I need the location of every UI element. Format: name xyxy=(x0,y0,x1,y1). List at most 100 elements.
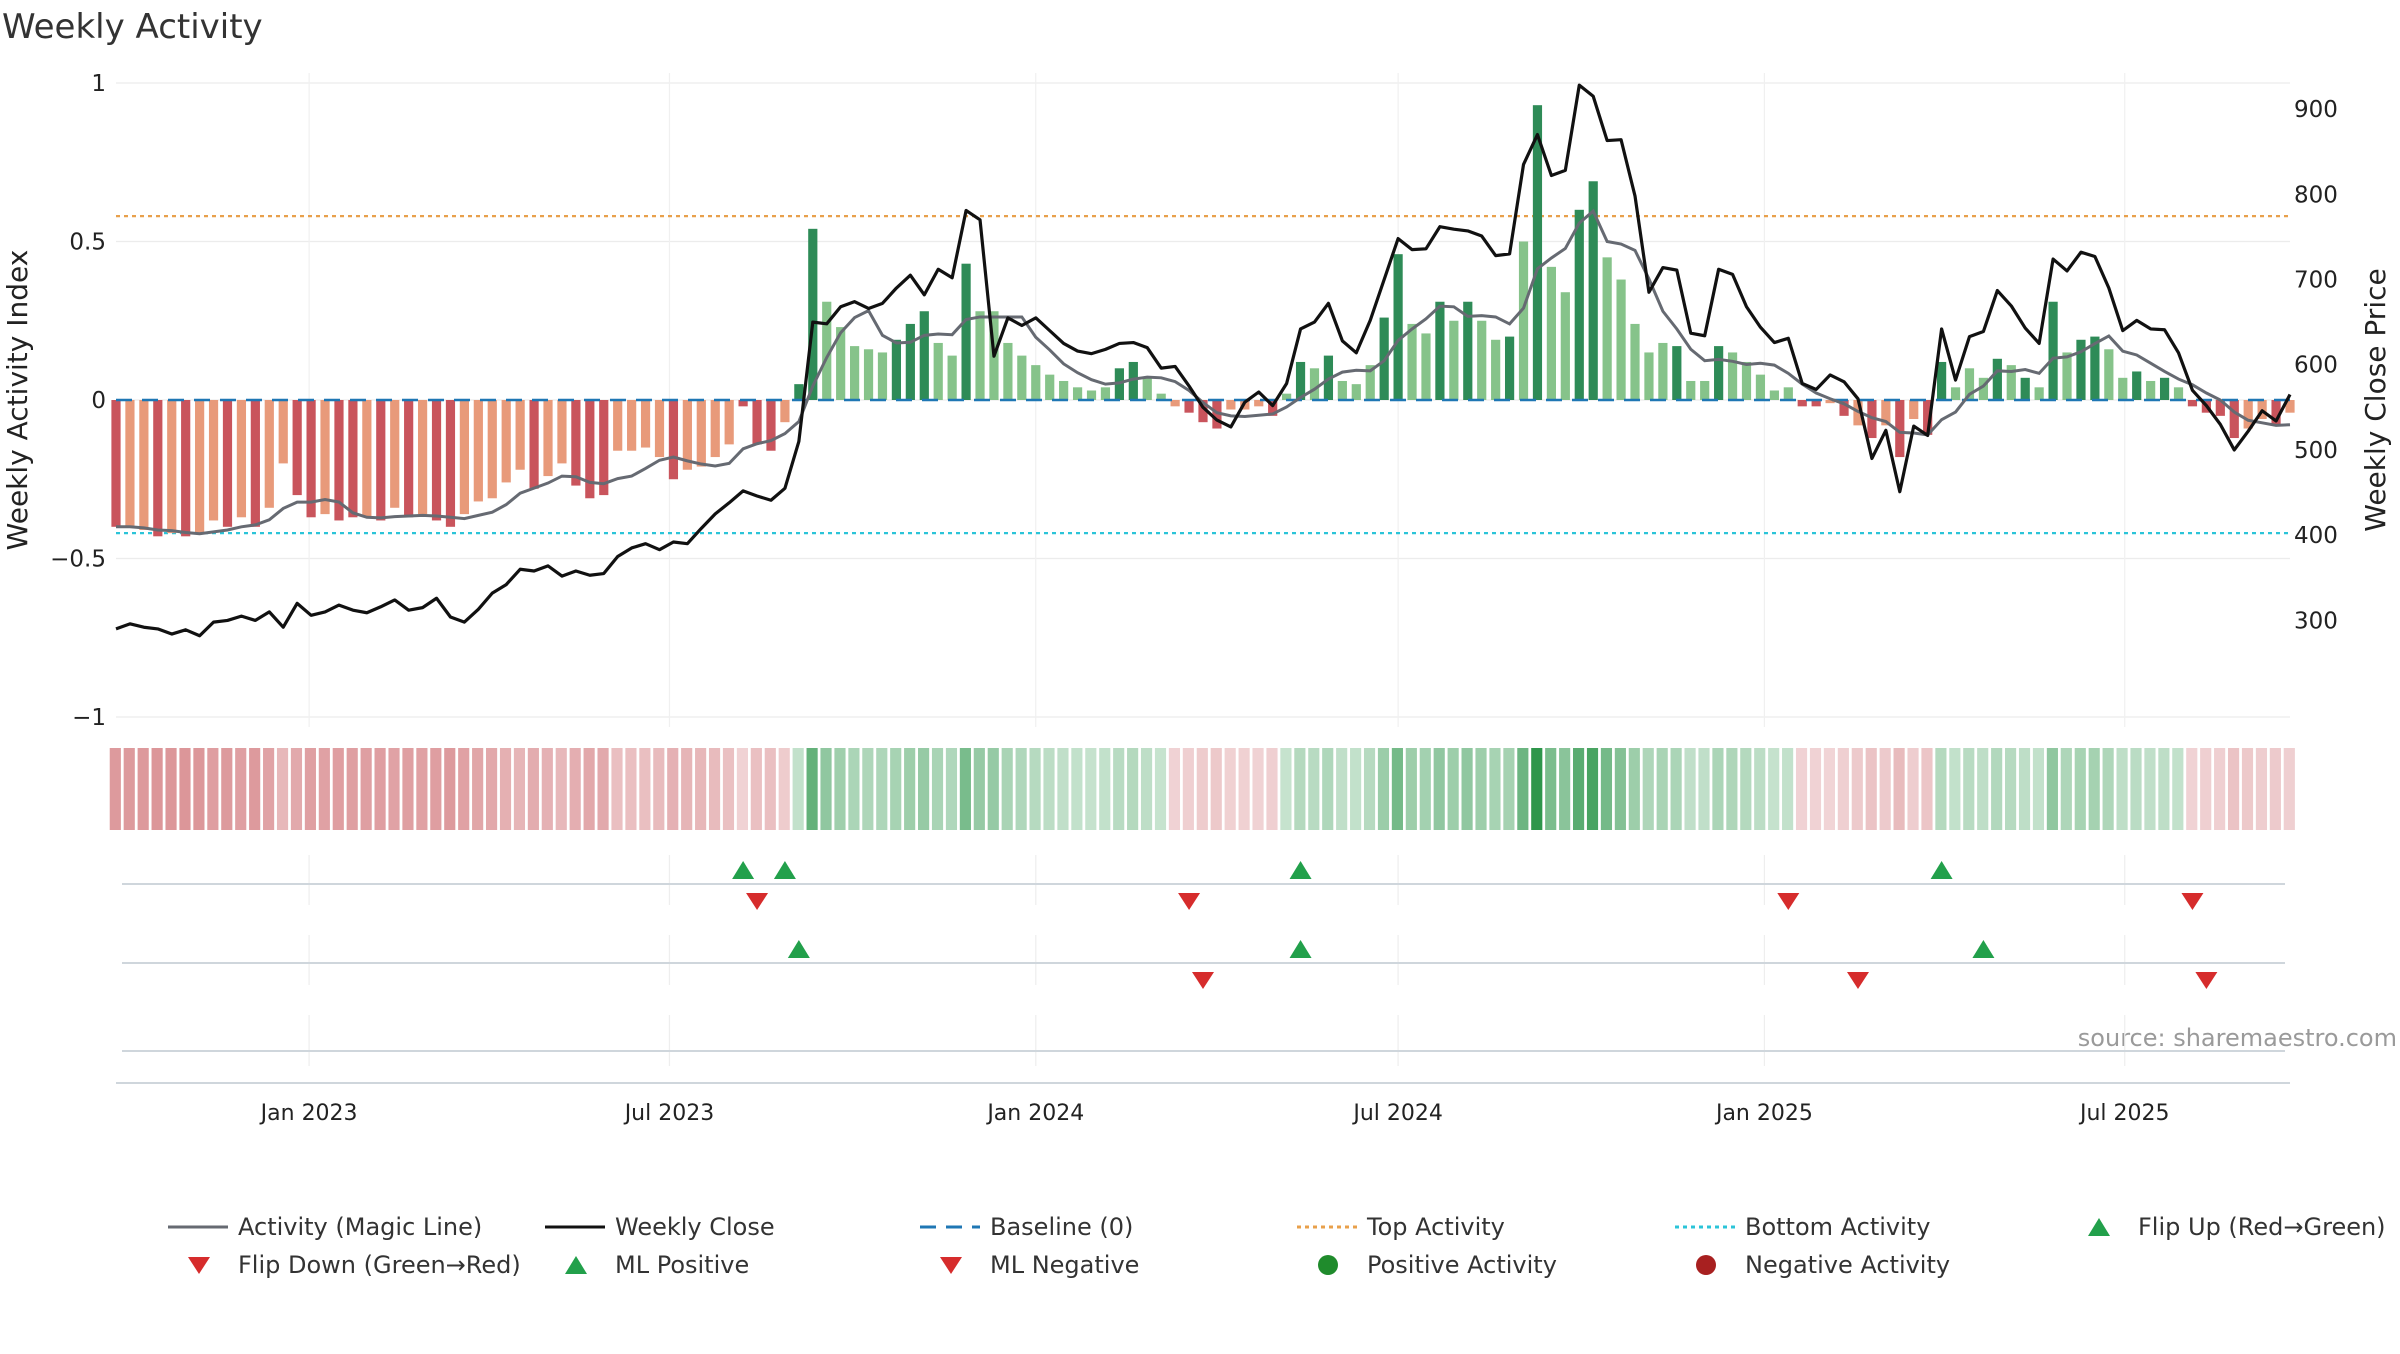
activity-bar xyxy=(1504,336,1515,400)
right-tick-label: 800 xyxy=(2294,182,2338,208)
activity-strip-cell xyxy=(2283,748,2295,830)
activity-bar xyxy=(334,400,344,521)
activity-strip-cell xyxy=(444,748,456,830)
activity-strip-cell xyxy=(137,748,149,830)
activity-bar xyxy=(1964,368,1975,400)
activity-strip-cell xyxy=(1363,748,1376,830)
activity-bar xyxy=(613,400,623,451)
activity-strip-cell xyxy=(1154,748,1167,830)
legend-marker-triangle-down xyxy=(940,1257,962,1274)
activity-bar xyxy=(1337,380,1347,400)
activity-bar xyxy=(2159,377,2170,400)
activity-bar xyxy=(362,400,372,518)
activity-strip-cell xyxy=(1085,748,1097,830)
activity-strip-cell xyxy=(1963,748,1975,830)
activity-strip-cell xyxy=(1266,748,1278,830)
activity-strip-cell xyxy=(1252,748,1264,830)
activity-bar xyxy=(585,400,595,499)
activity-strip-cell xyxy=(806,748,818,830)
activity-bar xyxy=(1672,346,1682,400)
flip-down-marker xyxy=(2181,893,2204,910)
activity-bar xyxy=(836,327,846,400)
activity-strip-cell xyxy=(1113,748,1125,830)
activity-bar xyxy=(529,400,539,489)
activity-bar xyxy=(1072,387,1083,400)
flip-down-marker xyxy=(746,893,769,910)
activity-bar xyxy=(1477,320,1487,400)
activity-strip-cell xyxy=(1280,748,1292,830)
activity-strip-cell xyxy=(165,748,177,830)
activity-bar xyxy=(654,400,665,458)
activity-bar xyxy=(1560,292,1570,400)
activity-bar xyxy=(627,400,637,451)
activity-bar xyxy=(1546,266,1556,400)
activity-bar xyxy=(390,400,400,508)
activity-strip-cell xyxy=(290,748,303,830)
source-label: source: sharemaestro.com xyxy=(2078,1024,2397,1052)
legend-label: Weekly Close xyxy=(615,1213,775,1241)
x-tick-label: Jan 2025 xyxy=(1714,1101,1813,1126)
activity-strip-cell xyxy=(1447,748,1459,830)
activity-bar xyxy=(1686,380,1696,400)
activity-bar xyxy=(905,323,915,400)
activity-bar xyxy=(1923,400,1933,435)
activity-strip-cell xyxy=(1614,748,1626,830)
right-tick-label: 600 xyxy=(2294,353,2338,379)
left-tick-label: −1 xyxy=(72,705,106,731)
activity-bar xyxy=(1755,374,1766,400)
right-axis-title: Weekly Close Price xyxy=(2359,268,2392,531)
activity-bar xyxy=(975,311,985,400)
activity-bar xyxy=(1254,400,1264,407)
left-axis-title: Weekly Activity Index xyxy=(1,250,34,551)
activity-bar xyxy=(2048,301,2058,400)
activity-strip-cell xyxy=(458,748,470,830)
activity-strip-cell xyxy=(1182,748,1194,830)
activity-strip-cell xyxy=(1977,748,1989,830)
activity-strip-cell xyxy=(1001,748,1013,830)
activity-bar xyxy=(1268,400,1278,416)
activity-strip-cell xyxy=(639,748,651,830)
ml-negative-marker xyxy=(2195,972,2218,989)
right-tick-label: 700 xyxy=(2294,267,2338,293)
activity-bar xyxy=(933,342,943,400)
activity-strip-cell xyxy=(904,748,916,830)
activity-bar xyxy=(250,400,260,527)
activity-strip-cell xyxy=(485,748,498,830)
flip-down-marker xyxy=(1777,893,1800,910)
activity-bar xyxy=(1365,365,1375,400)
activity-bar xyxy=(431,400,442,521)
activity-strip-cell xyxy=(1809,748,1822,830)
ml-positive-marker xyxy=(1972,940,1995,958)
activity-bar xyxy=(2173,387,2184,400)
activity-strip-cell xyxy=(1879,748,1891,830)
activity-strip-cell xyxy=(2144,748,2156,830)
activity-strip-cell xyxy=(1851,748,1863,830)
left-tick-label: −0.5 xyxy=(50,547,106,573)
activity-strip-cell xyxy=(2074,748,2086,830)
activity-strip-cell xyxy=(179,748,191,830)
activity-strip-cell xyxy=(1322,748,1334,830)
activity-strip-cell xyxy=(1168,748,1181,830)
activity-bar xyxy=(599,400,609,496)
activity-bar xyxy=(515,400,525,470)
activity-strip-cell xyxy=(848,748,860,830)
activity-strip-cell xyxy=(2269,748,2281,830)
activity-strip-cell xyxy=(1768,748,1780,830)
activity-strip-cell xyxy=(2102,748,2114,830)
activity-strip-cell xyxy=(1517,748,1529,830)
flip-down-marker xyxy=(1178,893,1201,910)
legend-label: Activity (Magic Line) xyxy=(238,1213,482,1241)
activity-strip-cell xyxy=(1893,748,1905,830)
activity-strip-cell xyxy=(346,748,358,830)
activity-bar xyxy=(863,349,874,400)
activity-strip-cell xyxy=(1015,748,1027,830)
activity-bar xyxy=(1714,346,1724,400)
x-tick-label: Jan 2024 xyxy=(985,1101,1084,1126)
activity-bar xyxy=(459,400,469,515)
activity-bar xyxy=(877,352,888,400)
activity-bar xyxy=(292,400,302,496)
activity-bar xyxy=(1532,105,1543,400)
activity-bar xyxy=(682,400,692,470)
